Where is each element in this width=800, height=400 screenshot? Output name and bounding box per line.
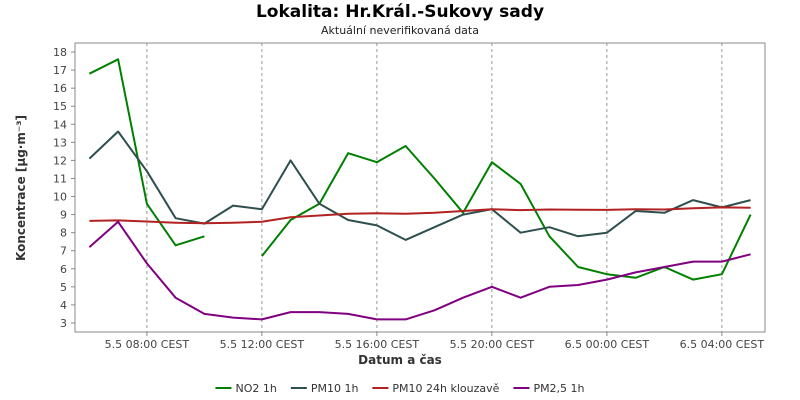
- chart-subtitle: Aktuální neverifikovaná data: [321, 24, 479, 37]
- y-tick-label: 15: [53, 100, 67, 113]
- y-tick-label: 12: [53, 154, 67, 167]
- y-axis-label: Koncentrace [µg·m⁻³]: [14, 115, 28, 261]
- x-axis-label: Datum a čas: [358, 353, 442, 367]
- y-tick-label: 4: [60, 299, 67, 312]
- y-tick-label: 16: [53, 82, 67, 95]
- y-tick-label: 5: [60, 281, 67, 294]
- plot-area: [74, 42, 766, 333]
- y-tick-label: 13: [53, 136, 67, 149]
- y-tick-label: 8: [60, 227, 67, 240]
- legend-label: PM10 24h klouzavě: [392, 382, 499, 395]
- x-tick-label: 5.5 12:00 CEST: [220, 338, 305, 351]
- series-lines: [88, 58, 752, 321]
- chart-title: Lokalita: Hr.Král.-Sukovy sady: [255, 2, 545, 22]
- x-tick-label: 6.5 04:00 CEST: [680, 338, 765, 351]
- legend-label: NO2 1h: [235, 382, 276, 395]
- y-tick-label: 10: [53, 191, 67, 204]
- y-tick-label: 7: [60, 245, 67, 258]
- y-tick-label: 17: [53, 64, 67, 77]
- series-line-pm2-5-1h: [88, 220, 751, 321]
- legend-item: NO2 1h: [215, 382, 277, 395]
- y-tick-label: 14: [53, 118, 67, 131]
- y-tick-label: 11: [53, 172, 67, 185]
- legend: NO2 1h PM10 1h PM10 24h klouzavě PM2,5 1h: [215, 382, 585, 395]
- x-tick-label: 5.5 16:00 CEST: [335, 338, 420, 351]
- x-tick-label: 6.5 00:00 CEST: [565, 338, 650, 351]
- legend-label: PM10 1h: [311, 382, 359, 395]
- y-tick-label: 9: [60, 209, 67, 222]
- legend-item: PM2,5 1h: [513, 382, 585, 395]
- series-line-no2-1h: [88, 58, 752, 281]
- y-tick-label: 3: [60, 317, 67, 330]
- y-tick-label: 18: [53, 46, 67, 59]
- legend-item: PM10 1h: [290, 382, 359, 395]
- series-line-pm10-24h-klouzav-: [89, 206, 751, 225]
- y-axis-ticks: 3 4 5 6 7 8 9 10 11 12 13 14 15 16 17 18: [53, 46, 75, 330]
- legend-item: PM10 24h klouzavě: [372, 382, 500, 395]
- grid: [146, 43, 723, 332]
- x-tick-label: 5.5 08:00 CEST: [105, 338, 190, 351]
- legend-label: PM2,5 1h: [533, 382, 584, 395]
- x-tick-label: 5.5 20:00 CEST: [450, 338, 535, 351]
- y-tick-label: 6: [60, 263, 67, 276]
- x-axis-ticks: 5.5 08:00 CEST 5.5 12:00 CEST 5.5 16:00 CE…: [105, 332, 765, 351]
